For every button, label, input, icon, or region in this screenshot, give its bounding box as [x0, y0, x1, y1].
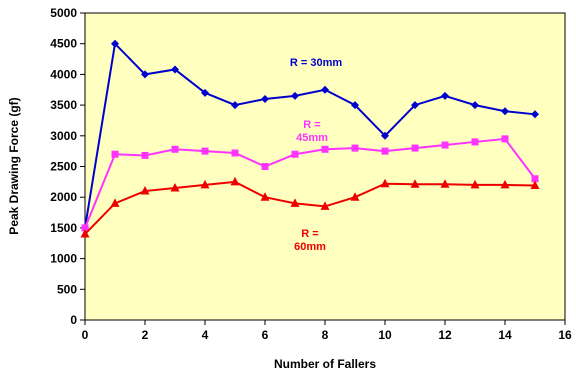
data-point: [471, 138, 479, 146]
y-tick-label: 3500: [50, 98, 77, 112]
data-point: [111, 39, 119, 48]
x-tick-label: 0: [82, 328, 89, 342]
series-label-line: R =: [303, 119, 320, 131]
data-point: [201, 147, 209, 155]
data-point: [291, 150, 299, 158]
data-point: [441, 141, 449, 149]
data-point: [410, 179, 420, 188]
data-point: [171, 145, 179, 153]
data-point: [530, 180, 540, 190]
data-point: [501, 107, 509, 116]
data-point: [351, 144, 359, 152]
series-label-line: R =: [301, 228, 318, 240]
data-point: [201, 88, 209, 97]
data-point: [350, 192, 360, 201]
data-point: [231, 101, 239, 110]
y-tick-label: 2000: [50, 190, 77, 204]
data-point: [440, 179, 450, 188]
data-point: [411, 144, 419, 152]
data-point: [110, 198, 120, 207]
x-tick-label: 16: [558, 328, 572, 342]
plot-area: [84, 12, 566, 321]
series-label-line: 45mm: [296, 132, 328, 144]
series-line: [84, 137, 536, 229]
data-point: [170, 182, 180, 192]
y-axis: 0 500 1000 1500 2000 2500 3000 3500 4000 4500 5000: [50, 6, 85, 327]
y-tick-label: 0: [70, 313, 77, 327]
x-tick-label: 8: [322, 328, 329, 342]
x-tick-label: 12: [438, 328, 452, 342]
data-point: [470, 179, 480, 189]
series-label: R = 45mm: [296, 119, 328, 144]
data-point: [111, 150, 119, 158]
data-point: [231, 149, 239, 157]
data-point: [351, 101, 359, 110]
x-tick-label: 4: [202, 328, 209, 342]
data-point: [471, 101, 479, 110]
y-tick-label: 500: [57, 282, 77, 296]
series-1: R = 30mm: [81, 39, 539, 232]
data-point: [81, 224, 89, 232]
series-label: R = 30mm: [290, 57, 342, 69]
data-point: [230, 176, 240, 186]
series-label: R = 60mm: [294, 228, 326, 253]
y-tick-label: 3000: [50, 129, 77, 143]
data-point: [261, 94, 269, 103]
x-axis: 0 2 4 6 8 10 12 14 16: [82, 320, 572, 342]
data-point: [441, 91, 449, 100]
data-point: [321, 145, 329, 153]
data-point: [171, 65, 179, 74]
x-tick-label: 10: [378, 328, 392, 342]
series-line: [84, 41, 536, 229]
y-tick-label: 4500: [50, 37, 77, 51]
data-point: [141, 151, 149, 159]
data-point: [531, 110, 539, 119]
data-point: [140, 186, 150, 195]
y-axis-title: Peak Drawing Force (gf): [7, 97, 21, 234]
series-3: R = 60mm: [80, 176, 540, 253]
y-tick-label: 2500: [50, 160, 77, 174]
data-point: [291, 91, 299, 100]
y-tick-label: 5000: [50, 6, 77, 20]
x-axis-title: Number of Fallers: [274, 357, 376, 371]
data-point: [531, 175, 539, 183]
data-point: [290, 198, 300, 207]
x-tick-label: 6: [262, 328, 269, 342]
series-label-line: R = 30mm: [290, 57, 342, 69]
data-point: [261, 163, 269, 170]
data-point: [141, 70, 149, 79]
y-tick-label: 1000: [50, 252, 77, 266]
x-tick-label: 14: [498, 328, 512, 342]
series-2: R = 45mm: [81, 119, 539, 232]
data-point: [501, 135, 509, 143]
x-tick-label: 2: [142, 328, 149, 342]
series-label-line: 60mm: [294, 241, 326, 253]
data-point: [260, 192, 270, 201]
data-point: [80, 229, 90, 238]
data-point: [411, 101, 419, 110]
series-line: [84, 180, 536, 235]
y-tick-label: 1500: [50, 221, 77, 235]
data-point: [200, 179, 210, 189]
data-point: [500, 179, 510, 189]
data-point: [380, 178, 390, 188]
data-point: [381, 131, 389, 140]
data-point: [321, 85, 329, 94]
y-tick-label: 4000: [50, 67, 77, 81]
data-point: [320, 201, 330, 210]
data-point: [381, 147, 389, 155]
